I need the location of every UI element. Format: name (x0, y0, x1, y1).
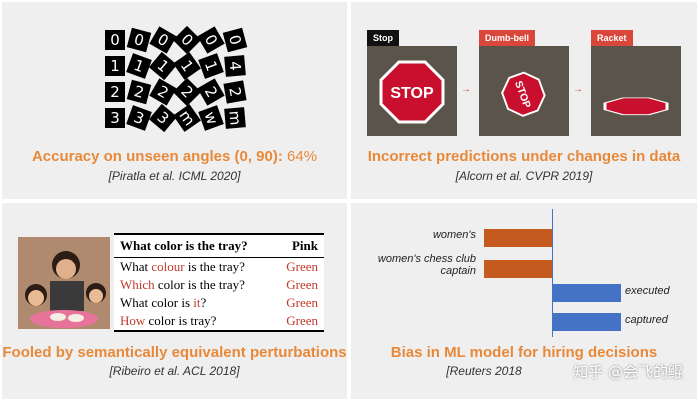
stop-sign-image: STOP (367, 46, 457, 136)
bar-womens (484, 229, 552, 247)
perturbations-reference: [Ribeiro et al. ACL 2018] (109, 364, 240, 378)
bar-womens-chess-club-captain (484, 260, 552, 278)
table-row: How color is tray? Green (120, 313, 318, 328)
digit-image: 1 (148, 51, 178, 81)
panel-hiring-bias: women's women's chess club captain execu… (351, 203, 697, 399)
digit-image: 0 (126, 27, 152, 53)
digit-image: m (173, 104, 201, 132)
label-racket: Racket (591, 30, 633, 46)
angles-caption: Accuracy on unseen angles (0, 90): 64% (31, 148, 318, 165)
bar-label: women's chess club captain (377, 253, 476, 277)
table-row: What colour is the tray? Green (120, 259, 318, 274)
predictions-caption: Incorrect predictions under changes in d… (367, 148, 681, 165)
bar-label: executed (625, 285, 670, 297)
digit-image: 3 (105, 108, 125, 128)
digit-image: m (224, 107, 246, 129)
digit-image: 2 (105, 82, 125, 102)
label-dumb-bell: Dumb-bell (479, 30, 535, 46)
flattened-stop-sign-image (591, 46, 681, 136)
digit-image: 2 (126, 79, 152, 105)
table-row: What color is it? Green (120, 295, 318, 310)
digit-image: 2 (223, 80, 247, 104)
digit-image: 0 (222, 27, 248, 53)
bar-label: women's (432, 229, 476, 241)
digit-image: 1 (173, 52, 201, 80)
table-header: What color is the tray? Pink (114, 235, 324, 258)
bias-reference: [Reuters 2018 (446, 364, 522, 378)
panel-perturbations: What color is the tray? Pink What colour… (2, 203, 347, 399)
arrow-icon: → (573, 84, 583, 95)
panel-unseen-angles: 0 0 0 0 0 0 1 1 1 1 1 4 2 2 2 2 2 2 3 3 … (2, 2, 347, 199)
family-photo (18, 237, 110, 329)
digit-image: 3 (126, 105, 152, 131)
digit-image: 1 (126, 53, 152, 79)
angles-reference: [Piratla et al. ICML 2020] (108, 169, 241, 183)
digit-image: 4 (224, 55, 246, 77)
predictions-reference: [Alcorn et al. CVPR 2019] (455, 169, 593, 183)
digit-image: 3 (148, 103, 178, 133)
digit-image: 0 (105, 30, 125, 50)
digit-image: 1 (105, 56, 125, 76)
bias-chart: women's women's chess club captain execu… (351, 203, 697, 338)
bar-captured (553, 313, 621, 331)
perturbations-caption: Fooled by semantically equivalent pertur… (2, 344, 347, 361)
watermark: 知乎 @会飞的鲲 (573, 363, 683, 381)
digit-image: w (198, 105, 224, 131)
arrow-icon: → (461, 84, 471, 95)
rotated-digit-grid: 0 0 0 0 0 0 1 1 1 1 1 4 2 2 2 2 2 2 3 3 … (105, 25, 249, 134)
rotated-stop-sign-image: STOP (479, 46, 569, 136)
bias-caption: Bias in ML model for hiring decisions (390, 344, 658, 361)
digit-image: 0 (172, 25, 202, 55)
svg-text:STOP: STOP (390, 85, 434, 102)
digit-image: 2 (197, 78, 225, 106)
digit-image: 0 (197, 26, 225, 54)
label-stop: Stop (367, 30, 399, 46)
table-row: Which color is the tray? Green (120, 277, 318, 292)
panel-incorrect-predictions: Stop STOP → Dumb-bell STOP → Racket Inco… (351, 2, 697, 199)
bar-label: captured (625, 314, 668, 326)
digit-image: 1 (198, 53, 224, 79)
bar-executed (553, 284, 621, 302)
perturbation-table: What color is the tray? Pink What colour… (114, 233, 324, 332)
axis-line (552, 209, 553, 337)
digit-image: 2 (172, 77, 202, 107)
